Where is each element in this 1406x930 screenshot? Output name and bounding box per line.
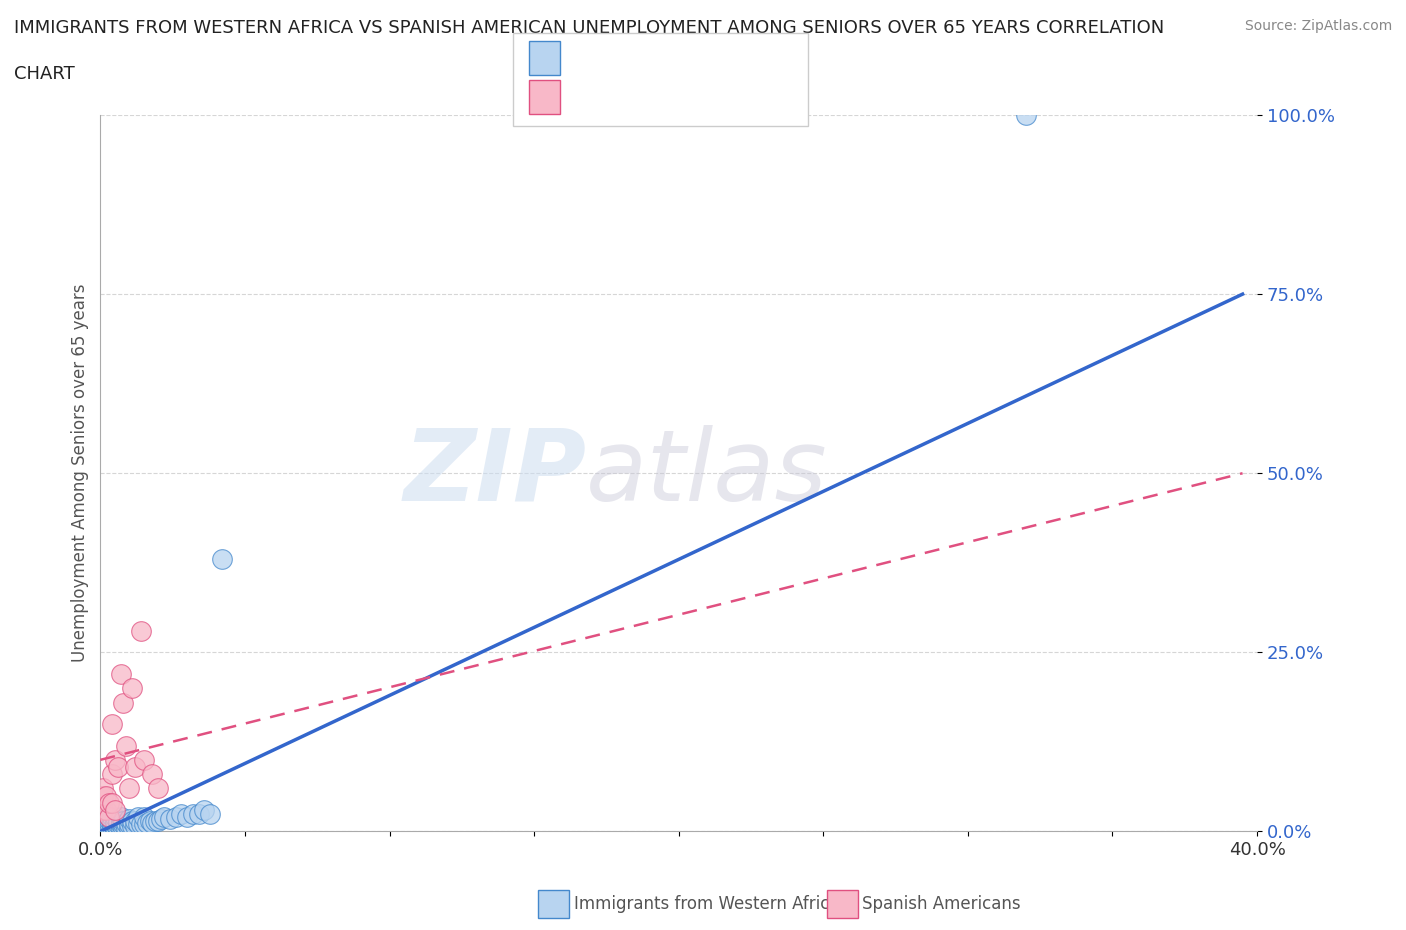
Point: [124, 818, 146, 833]
Point: [127, 810, 149, 825]
Point: [107, 817, 129, 831]
Point: [127, 817, 149, 831]
Point: [170, 806, 193, 821]
Point: [107, 760, 129, 775]
Point: [148, 781, 170, 796]
Point: [101, 820, 124, 835]
Point: [129, 623, 152, 638]
Point: [150, 811, 173, 826]
Point: [101, 814, 124, 829]
Point: [91, 789, 114, 804]
Point: [181, 806, 204, 821]
Point: [104, 752, 127, 767]
Point: [104, 820, 127, 835]
Point: [165, 810, 187, 825]
Point: [98, 813, 121, 828]
Point: [121, 681, 143, 696]
Point: [98, 810, 121, 825]
Text: Spanish Americans: Spanish Americans: [862, 895, 1021, 913]
Point: [104, 817, 127, 831]
Point: [153, 810, 176, 825]
Point: [107, 820, 129, 835]
Point: [98, 821, 121, 836]
Text: atlas: atlas: [586, 425, 828, 522]
Point: [104, 814, 127, 829]
Point: [98, 810, 121, 825]
Point: [193, 803, 215, 817]
Point: [101, 817, 124, 831]
Point: [115, 820, 138, 835]
Point: [118, 820, 141, 835]
Text: CHART: CHART: [14, 65, 75, 83]
Point: [91, 817, 114, 831]
Text: Source: ZipAtlas.com: Source: ZipAtlas.com: [1244, 19, 1392, 33]
Point: [91, 820, 114, 835]
Point: [101, 717, 124, 732]
Point: [115, 738, 138, 753]
Point: [112, 695, 135, 710]
Y-axis label: Unemployment Among Seniors over 65 years: Unemployment Among Seniors over 65 years: [72, 284, 89, 662]
Point: [107, 814, 129, 829]
Point: [94, 811, 117, 826]
Point: [132, 817, 155, 831]
Point: [148, 814, 170, 829]
Point: [141, 766, 163, 781]
Point: [141, 816, 163, 830]
Point: [159, 811, 181, 826]
Text: R = 0.754   N = 61: R = 0.754 N = 61: [565, 51, 749, 69]
Point: [104, 810, 127, 825]
Point: [110, 820, 132, 835]
Point: [132, 810, 155, 825]
Point: [110, 814, 132, 829]
Point: [138, 814, 160, 829]
Point: [91, 803, 114, 817]
Point: [118, 781, 141, 796]
Text: Immigrants from Western Africa: Immigrants from Western Africa: [574, 895, 839, 913]
Point: [94, 818, 117, 833]
Point: [112, 820, 135, 835]
Point: [94, 803, 117, 817]
Point: [200, 806, 222, 821]
Point: [118, 811, 141, 826]
Point: [135, 816, 157, 830]
Point: [98, 816, 121, 830]
Point: [132, 752, 155, 767]
Point: [91, 781, 114, 796]
Point: [110, 810, 132, 825]
Text: IMMIGRANTS FROM WESTERN AFRICA VS SPANISH AMERICAN UNEMPLOYMENT AMONG SENIORS OV: IMMIGRANTS FROM WESTERN AFRICA VS SPANIS…: [14, 19, 1164, 36]
Point: [129, 817, 152, 831]
Point: [94, 789, 117, 804]
Point: [104, 803, 127, 817]
Point: [187, 806, 209, 821]
Point: [176, 810, 198, 825]
Point: [124, 760, 146, 775]
Point: [124, 814, 146, 829]
Point: [143, 814, 166, 829]
Point: [121, 814, 143, 829]
Point: [1015, 108, 1038, 123]
Point: [98, 818, 121, 833]
Point: [121, 818, 143, 833]
Point: [98, 795, 121, 810]
Point: [101, 766, 124, 781]
Point: [112, 817, 135, 831]
Point: [115, 816, 138, 830]
Point: [112, 814, 135, 829]
Text: ZIP: ZIP: [404, 425, 586, 522]
Point: [110, 667, 132, 682]
Point: [211, 551, 233, 566]
Text: R = 0.264   N = 23: R = 0.264 N = 23: [565, 89, 749, 107]
Point: [110, 817, 132, 831]
Point: [101, 810, 124, 825]
Point: [118, 817, 141, 831]
Point: [91, 814, 114, 829]
Point: [101, 795, 124, 810]
Point: [94, 820, 117, 835]
Point: [94, 816, 117, 830]
